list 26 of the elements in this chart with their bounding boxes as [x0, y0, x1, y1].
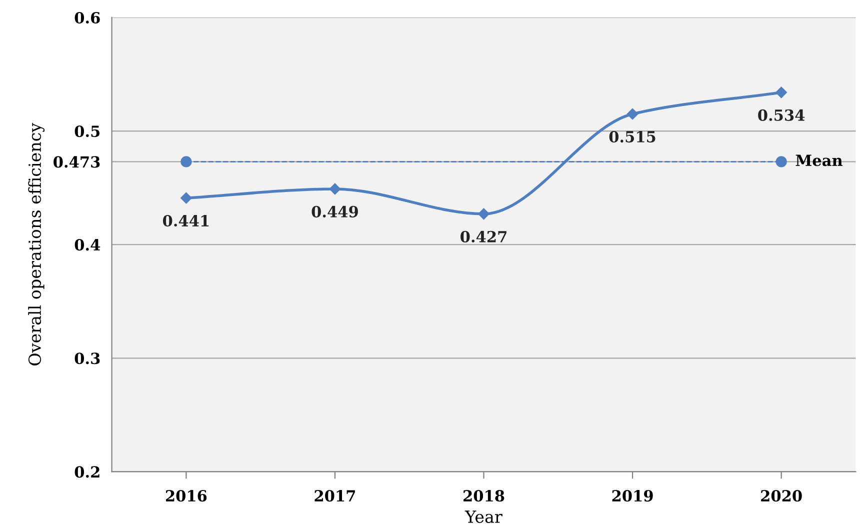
point — [776, 86, 787, 98]
y-tick-label: 0.2 — [74, 466, 100, 478]
y-tick-label: 0.5 — [74, 126, 100, 138]
x-tick-label: 2017 — [314, 490, 355, 502]
point — [180, 156, 192, 168]
y-tick-label: 0.473 — [54, 156, 100, 168]
point — [478, 208, 490, 220]
x-tick-label: 2019 — [612, 490, 653, 502]
x-tick-label: 2020 — [761, 490, 802, 502]
y-tick-label: 0.3 — [74, 352, 100, 364]
x-tick-label: 2018 — [464, 490, 504, 502]
data-label: 0.449 — [312, 206, 358, 218]
point — [626, 108, 638, 120]
series-label: Mean — [796, 154, 842, 166]
x-axis-title: Year — [464, 510, 502, 523]
data-label: 0.534 — [758, 109, 805, 121]
point — [180, 192, 192, 204]
y-tick-label: 0.6 — [74, 12, 100, 24]
data-label: 0.427 — [460, 230, 506, 242]
point — [776, 156, 787, 168]
data-label: 0.515 — [609, 130, 656, 142]
data-label: 0.441 — [162, 214, 209, 227]
point — [329, 183, 341, 195]
x-tick-label: 2016 — [166, 490, 207, 502]
y-tick-label: 0.4 — [74, 239, 100, 251]
y-axis-title: Overall operations efficiency — [28, 122, 45, 366]
